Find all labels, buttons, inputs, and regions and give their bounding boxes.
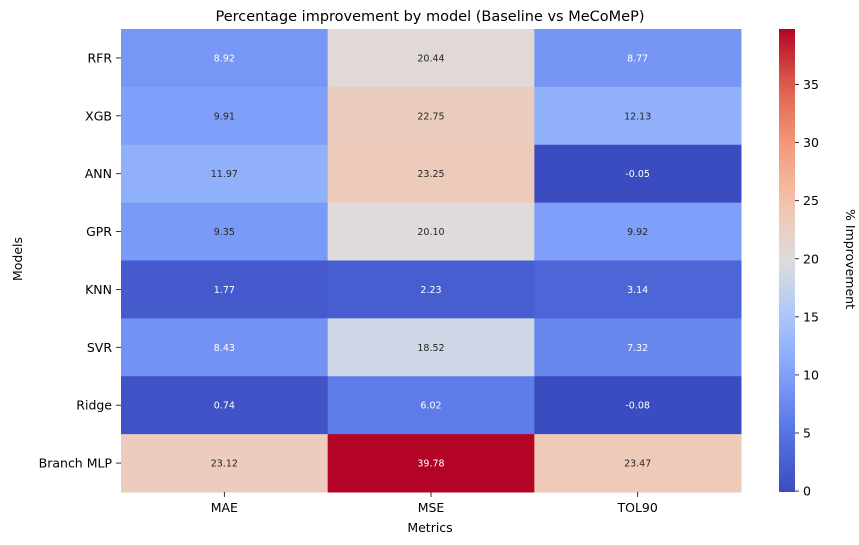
colorbar-tick-label: 10: [803, 367, 819, 382]
x-tick-labels: MAE MSE TOL90: [211, 492, 658, 515]
heatmap-cell: [534, 86, 742, 146]
cell-value-label: 8.43: [214, 343, 235, 354]
cell-value-label: 1.77: [214, 285, 235, 296]
y-tick-label: Branch MLP: [39, 456, 113, 471]
heatmap-cell: [327, 434, 535, 493]
y-axis-label: Models: [10, 237, 25, 281]
x-tick-label: TOL90: [616, 500, 657, 515]
cell-value-label: -0.08: [625, 401, 650, 412]
colorbar-tick-label: 30: [803, 135, 819, 150]
colorbar-tick-label: 5: [803, 425, 811, 440]
cell-value-label: 22.75: [417, 111, 444, 122]
cell-value-label: 39.78: [417, 459, 444, 470]
cell-value-label: 20.44: [417, 53, 444, 64]
colorbar-tick-label: 20: [803, 251, 819, 266]
colorbar-tick-label: 0: [803, 484, 811, 499]
cell-value-label: 20.10: [417, 227, 444, 238]
cell-value-label: 9.91: [214, 111, 235, 122]
heatmap-cell: [534, 29, 742, 88]
cell-value-label: 11.97: [211, 169, 238, 180]
x-axis-label: Metrics: [407, 520, 452, 535]
heatmap-cell: [121, 318, 329, 377]
heatmap-cell: [327, 86, 535, 146]
heatmap-cell: [327, 376, 535, 435]
colorbar-tick-label: 25: [803, 193, 819, 208]
cell-value-label: 23.47: [624, 459, 651, 470]
heatmap-cell: [534, 434, 742, 493]
heatmap-cell: [121, 86, 329, 146]
heatmap-cell: [121, 434, 329, 493]
colorbar: 0 5 10 15 20 25 30 35: [779, 29, 819, 499]
y-tick-label: RFR: [87, 50, 112, 65]
heatmap-cell: [534, 144, 742, 204]
x-tick-label: MAE: [211, 500, 238, 515]
y-tick-label: Ridge: [76, 398, 112, 413]
cell-value-label: 7.32: [627, 343, 648, 354]
heatmap-cell: [121, 29, 329, 88]
colorbar-label: % Improvement: [843, 209, 858, 309]
chart-title: Percentage improvement by model (Baselin…: [216, 9, 645, 25]
colorbar-tick-label: 15: [803, 309, 819, 324]
y-tick-label: XGB: [85, 108, 112, 123]
heatmap-cell: [327, 318, 535, 377]
cell-value-label: 8.92: [214, 53, 235, 64]
heatmap-cell: [327, 260, 535, 319]
heatmap-cell: [534, 318, 742, 377]
cell-value-label: 3.14: [627, 285, 648, 296]
cell-value-label: 12.13: [624, 111, 651, 122]
colorbar-tick-label: 35: [803, 77, 819, 92]
heatmap-cell: [534, 260, 742, 319]
heatmap-cell: [121, 260, 329, 319]
heatmap-cell: [534, 202, 742, 261]
heatmap-cells: 8.92 20.44 8.77 9.91 22.75 12.13 11.97 23.25 -0.…: [121, 29, 742, 493]
heatmap-cell: [121, 144, 329, 204]
cell-value-label: 6.02: [420, 401, 441, 412]
cell-value-label: 23.12: [211, 459, 238, 470]
y-tick-label: KNN: [85, 282, 112, 297]
cell-value-label: -0.05: [625, 169, 650, 180]
cell-value-label: 18.52: [417, 343, 444, 354]
heatmap-cell: [327, 144, 535, 204]
heatmap-cell: [121, 202, 329, 261]
cell-value-label: 9.35: [214, 227, 235, 238]
cell-value-label: 23.25: [417, 169, 444, 180]
cell-value-label: 0.74: [214, 401, 235, 412]
x-tick-label: MSE: [418, 500, 445, 515]
cell-value-label: 9.92: [627, 227, 648, 238]
y-tick-label: SVR: [87, 340, 112, 355]
colorbar-gradient: [779, 29, 795, 492]
heatmap-cell: [121, 376, 329, 435]
cell-value-label: 2.23: [420, 285, 441, 296]
heatmap-cell: [327, 202, 535, 261]
y-tick-labels: RFR XGB ANN GPR KNN SVR Ridge Branch MLP: [39, 50, 121, 471]
heatmap-cell: [534, 376, 742, 435]
heatmap-cell: [327, 29, 535, 88]
y-tick-label: ANN: [85, 166, 112, 181]
cell-value-label: 8.77: [627, 53, 648, 64]
y-tick-label: GPR: [86, 224, 112, 239]
